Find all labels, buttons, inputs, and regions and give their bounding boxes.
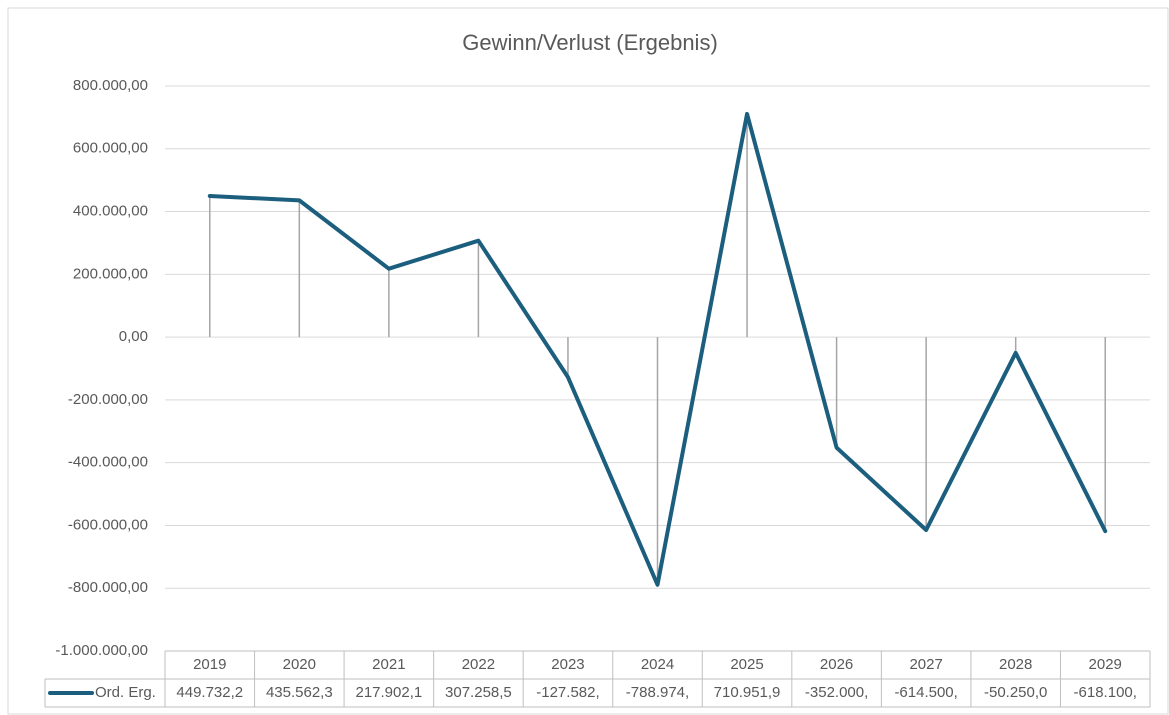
legend-label: Ord. Erg. — [95, 684, 156, 701]
x-tick-label: 2021 — [372, 656, 405, 673]
chart-area — [7, 7, 1169, 715]
y-tick-label: 600.000,00 — [73, 140, 148, 157]
x-tick-label: 2029 — [1089, 656, 1122, 673]
y-tick-label: -1.000.000,00 — [55, 642, 148, 659]
x-tick-label: 2027 — [909, 656, 942, 673]
table-value: -788.974, — [626, 684, 689, 701]
x-tick-label: 2019 — [193, 656, 226, 673]
y-tick-label: -200.000,00 — [68, 391, 148, 408]
y-tick-label: -600.000,00 — [68, 516, 148, 533]
x-tick-label: 2024 — [641, 656, 674, 673]
table-value: 307.258,5 — [445, 684, 512, 701]
table-value: -614.500, — [894, 684, 957, 701]
y-tick-label: -800.000,00 — [68, 579, 148, 596]
x-tick-label: 2028 — [999, 656, 1032, 673]
y-tick-label: 800.000,00 — [73, 77, 148, 94]
table-value: 449.732,2 — [176, 684, 243, 701]
x-tick-label: 2020 — [283, 656, 316, 673]
table-value: -127.582, — [536, 684, 599, 701]
x-tick-label: 2023 — [551, 656, 584, 673]
y-tick-label: 0,00 — [119, 328, 148, 345]
table-value: 435.562,3 — [266, 684, 333, 701]
x-tick-label: 2026 — [820, 656, 853, 673]
table-value: 710.951,9 — [714, 684, 781, 701]
table-value: -50.250,0 — [984, 684, 1047, 701]
x-tick-label: 2025 — [730, 656, 763, 673]
y-tick-label: 400.000,00 — [73, 203, 148, 220]
y-tick-label: 200.000,00 — [73, 265, 148, 282]
x-tick-label: 2022 — [462, 656, 495, 673]
table-value: -352.000, — [805, 684, 868, 701]
table-value: -618.100, — [1074, 684, 1137, 701]
data-line — [207, 111, 1108, 587]
chart-title: Gewinn/Verlust (Ergebnis) — [462, 30, 718, 55]
y-tick-label: -400.000,00 — [68, 454, 148, 471]
table-value: 217.902,1 — [355, 684, 422, 701]
